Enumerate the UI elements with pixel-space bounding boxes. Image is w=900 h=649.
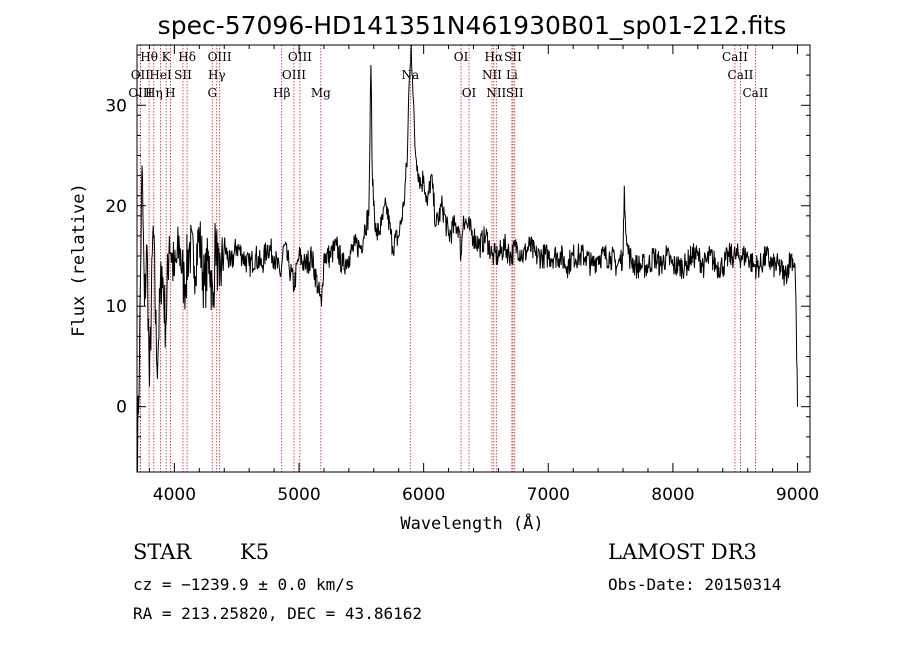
line-label-13: OIII <box>282 68 306 82</box>
line-label-9: OIII <box>208 50 232 64</box>
y-tick-label-2: 20 <box>105 197 127 217</box>
y-tick-label-0: 0 <box>116 398 127 418</box>
x-tick-label-3: 7000 <box>527 485 570 505</box>
line-label-11: G <box>207 86 217 100</box>
x-tick-label-4: 8000 <box>651 485 694 505</box>
line-label-8: Hδ <box>178 50 196 64</box>
line-label-5: Hη <box>145 86 163 100</box>
line-label-6: SII <box>174 68 192 82</box>
y-axis-ticks: 0 10 20 30 <box>105 54 810 458</box>
ra-dec-coordinates: RA = 213.25820, DEC = 43.86162 <box>133 604 422 623</box>
survey-name: LAMOST DR3 <box>608 540 757 564</box>
line-label-25: CaII <box>722 50 748 64</box>
line-label-16: Na <box>401 68 419 82</box>
line-label-24: SII <box>506 86 524 100</box>
y-tick-label-1: 10 <box>105 297 127 317</box>
line-label-23: Li <box>506 68 518 82</box>
spectrum-line <box>136 44 798 473</box>
x-tick-label-2: 6000 <box>402 485 445 505</box>
observation-date: Obs-Date: 20150314 <box>608 575 782 594</box>
line-label-21: NII <box>486 86 506 100</box>
line-label-27: CaII <box>742 86 768 100</box>
object-class: STAR <box>133 540 192 564</box>
chart-title: spec-57096-HD141351N461930B01_sp01-212.f… <box>158 11 787 40</box>
line-label-12: OIII <box>288 50 312 64</box>
line-label-2: OIII <box>128 86 152 100</box>
line-label-15: Mg <box>311 86 331 100</box>
line-label-17: OI <box>454 50 469 64</box>
line-label-18: OI <box>462 86 477 100</box>
line-label-14: Hβ <box>273 86 290 100</box>
line-label-10: Hγ <box>208 68 226 82</box>
redshift-cz: cz = −1239.9 ± 0.0 km/s <box>133 575 355 594</box>
line-label-7: H <box>165 86 175 100</box>
line-label-3: K <box>162 50 172 64</box>
line-label-26: CaII <box>728 68 754 82</box>
x-axis-ticks: 4000 5000 6000 7000 8000 9000 <box>148 45 819 505</box>
line-label-20: NII <box>482 68 502 82</box>
x-tick-label-5: 9000 <box>776 485 819 505</box>
line-label-19: Hα <box>485 50 504 64</box>
x-axis-label: Wavelength (Å) <box>400 512 543 534</box>
x-tick-label-0: 4000 <box>153 485 196 505</box>
y-tick-label-3: 30 <box>105 96 127 116</box>
line-label-0: Hθ <box>140 50 158 64</box>
x-tick-label-1: 5000 <box>277 485 320 505</box>
object-subclass: K5 <box>240 540 270 564</box>
line-label-4: HeI <box>149 68 172 82</box>
line-label-22: SII <box>504 50 522 64</box>
y-axis-label: Flux (relative) <box>69 183 89 337</box>
